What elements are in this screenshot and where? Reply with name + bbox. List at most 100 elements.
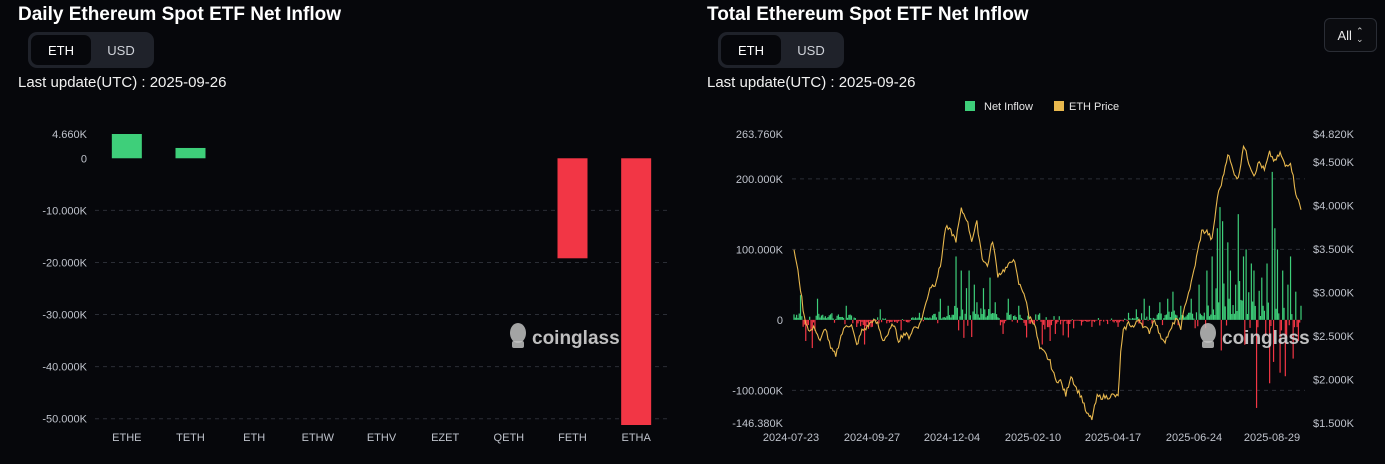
net-inflow-bar: [1271, 171, 1273, 320]
net-inflow-bar: [840, 316, 842, 320]
net-inflow-bar: [1110, 318, 1113, 320]
net-inflow-bar: [1253, 270, 1255, 320]
net-inflow-bar: [1211, 256, 1213, 320]
net-inflow-bar: [1012, 316, 1015, 320]
range-dropdown[interactable]: All ⌃ ⌄: [1324, 18, 1377, 52]
net-inflow-bar: [1189, 312, 1191, 320]
net-inflow-bar: [891, 319, 893, 323]
net-inflow-bar: [853, 317, 855, 320]
net-inflow-bar: [875, 319, 877, 321]
coinglass-logo-icon-base: [1202, 341, 1214, 348]
net-inflow-bar: [917, 317, 919, 320]
net-inflow-bar: [1295, 291, 1297, 320]
net-inflow-bar: [1279, 319, 1281, 373]
net-inflow-bar: [961, 309, 964, 320]
net-inflow-bar: [1157, 313, 1160, 320]
right-y-right-tick-label: $3.500K: [1313, 244, 1355, 256]
net-inflow-bar: [935, 317, 938, 320]
net-inflow-bar: [831, 313, 833, 320]
net-inflow-bar: [1131, 317, 1134, 320]
net-inflow-bar: [951, 314, 953, 320]
net-inflow-bar: [827, 317, 829, 320]
net-inflow-bar: [883, 319, 885, 320]
net-inflow-bar: [1126, 319, 1128, 322]
net-inflow-bar: [926, 317, 928, 320]
net-inflow-bar: [929, 317, 931, 320]
right-toggle-usd[interactable]: USD: [797, 42, 825, 58]
net-inflow-bar: [1198, 284, 1200, 320]
net-inflow-bar: [1156, 314, 1158, 320]
net-inflow-bar: [897, 319, 900, 322]
net-inflow-bar: [912, 317, 914, 320]
net-inflow-bar: [1240, 299, 1242, 320]
net-inflow-bar: [1080, 319, 1083, 326]
net-inflow-bar: [985, 317, 987, 320]
net-inflow-bar: [975, 313, 977, 320]
left-bar-ethe: [111, 134, 142, 159]
net-inflow-bar: [965, 288, 968, 320]
net-inflow-bar: [1167, 298, 1169, 320]
net-inflow-bar: [845, 305, 847, 320]
net-inflow-bar: [920, 318, 922, 320]
net-inflow-bar: [824, 316, 826, 320]
net-inflow-bar: [1058, 316, 1060, 320]
net-inflow-bar: [904, 319, 906, 321]
net-inflow-bar: [1237, 214, 1239, 320]
net-inflow-bar: [796, 314, 798, 320]
net-inflow-bar: [1075, 319, 1077, 321]
net-inflow-bar: [844, 319, 846, 325]
net-inflow-bar: [819, 317, 821, 320]
net-inflow-bar: [850, 315, 853, 320]
net-inflow-bar: [1071, 319, 1073, 320]
net-inflow-bar: [1007, 298, 1009, 320]
net-inflow-bar: [993, 313, 995, 320]
net-inflow-bar: [854, 318, 857, 320]
net-inflow-bar: [1035, 314, 1037, 320]
net-inflow-bar: [1002, 319, 1004, 334]
left-x-tick-label: QETH: [494, 432, 525, 444]
right-y-right-tick-label: $2.000K: [1313, 374, 1355, 386]
net-inflow-bar: [870, 319, 872, 328]
right-y-left-tick-label: -100.000K: [732, 385, 783, 397]
left-toggle-usd[interactable]: USD: [107, 42, 135, 58]
net-inflow-bar: [1215, 288, 1217, 320]
net-inflow-bar: [960, 270, 962, 320]
net-inflow-bar: [856, 319, 858, 328]
net-inflow-bar: [1062, 319, 1064, 336]
coinglass-watermark-text: coinglass: [532, 328, 620, 349]
net-inflow-bar: [1150, 318, 1152, 320]
net-inflow-bar: [1107, 319, 1109, 325]
net-inflow-bar: [1118, 319, 1120, 323]
net-inflow-bar: [1282, 270, 1284, 320]
net-inflow-bar: [1280, 319, 1282, 331]
net-inflow-bar: [930, 318, 932, 320]
net-inflow-bar: [1065, 319, 1067, 321]
net-inflow-bar: [1114, 319, 1117, 321]
net-inflow-bar: [1201, 315, 1203, 320]
left-last-update: Last update(UTC) : 2025-09-26: [18, 74, 227, 91]
net-inflow-bar: [1206, 270, 1208, 320]
net-inflow-bar: [1070, 319, 1072, 322]
net-inflow-bar: [942, 317, 944, 320]
left-toggle-eth[interactable]: ETH: [31, 35, 91, 65]
net-inflow-bar: [1199, 313, 1201, 320]
net-inflow-bar: [828, 315, 830, 320]
net-inflow-bar: [846, 317, 849, 320]
right-toggle-eth[interactable]: ETH: [721, 35, 781, 65]
net-inflow-bar: [1265, 319, 1267, 337]
net-inflow-bar: [1274, 228, 1276, 320]
net-inflow-bar: [866, 319, 868, 323]
net-inflow-bar: [927, 318, 930, 320]
net-inflow-bar: [835, 318, 837, 320]
left-y-tick-label: -20.000K: [42, 257, 87, 269]
right-y-right-tick-label: $4.000K: [1313, 200, 1355, 212]
net-inflow-bar: [862, 319, 864, 326]
net-inflow-bar: [1220, 319, 1222, 351]
net-inflow-bar: [900, 319, 902, 331]
net-inflow-bar: [925, 317, 927, 320]
right-y-left-tick-label: 0: [777, 315, 783, 327]
net-inflow-bar: [1229, 270, 1232, 320]
net-inflow-bar: [1160, 313, 1162, 320]
legend-net-inflow-label: Net Inflow: [984, 101, 1033, 113]
legend-eth-price-swatch: [1054, 101, 1064, 111]
